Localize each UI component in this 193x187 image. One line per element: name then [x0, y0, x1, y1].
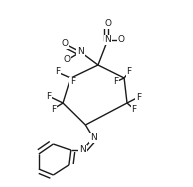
Text: F: F: [136, 93, 141, 102]
Text: F: F: [55, 68, 60, 76]
Text: N: N: [90, 134, 96, 142]
Text: O: O: [63, 56, 70, 65]
Text: F: F: [113, 77, 118, 87]
Text: F: F: [70, 77, 75, 87]
Text: O: O: [104, 19, 111, 28]
Text: F: F: [126, 68, 131, 76]
Text: F: F: [131, 105, 136, 114]
Text: N: N: [104, 36, 111, 45]
Text: O: O: [118, 36, 125, 45]
Text: N: N: [77, 47, 84, 56]
Text: O: O: [62, 39, 69, 48]
Text: F: F: [51, 105, 56, 114]
Text: F: F: [46, 91, 51, 100]
Text: N: N: [79, 145, 86, 154]
